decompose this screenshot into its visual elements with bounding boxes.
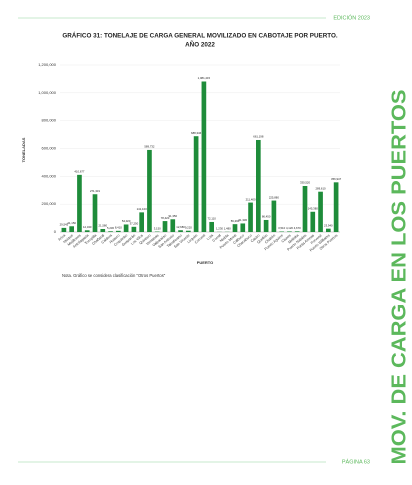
y-tick-label: 1,000,000	[38, 90, 57, 95]
bar	[264, 220, 269, 232]
bar	[240, 223, 245, 232]
bar	[295, 231, 300, 232]
value-label: 410,677	[74, 170, 85, 174]
bar	[178, 230, 183, 232]
value-label: 4,120	[286, 226, 293, 230]
value-label: 289,610	[315, 186, 326, 190]
bar	[69, 226, 74, 232]
bar	[85, 230, 90, 232]
value-label: 3,510	[278, 226, 285, 230]
value-label: 86,450	[262, 215, 271, 219]
y-tick-label: 1,200,000	[38, 62, 57, 67]
bar	[318, 192, 323, 232]
bar	[77, 175, 82, 232]
bar	[124, 224, 129, 232]
value-label: 37,250	[130, 222, 139, 226]
bar	[334, 182, 339, 232]
value-label: 61,330	[238, 218, 247, 222]
bar	[147, 150, 152, 232]
value-label: 1,230	[216, 227, 223, 231]
value-label: 356,947	[331, 177, 342, 181]
note: Nota. Gráfico se considera clasificación…	[62, 273, 166, 278]
bar	[310, 212, 315, 232]
value-label: 145,380	[308, 207, 319, 211]
chart-title: GRÁFICO 31: TONELAJE DE CARGA GENERAL MO…	[62, 31, 338, 40]
bar	[272, 201, 277, 232]
value-label: 589,732	[144, 145, 155, 149]
bar	[209, 222, 214, 232]
bar	[62, 228, 67, 232]
y-tick-label: 800,000	[42, 118, 57, 123]
y-tick-label: 200,000	[42, 201, 57, 206]
bar	[248, 203, 253, 232]
value-label: 4,670	[294, 226, 301, 230]
value-label: 23,940	[324, 223, 333, 227]
bar	[256, 140, 261, 232]
value-label: 661,198	[253, 135, 264, 139]
bar	[100, 229, 105, 232]
value-label: 225,880	[269, 195, 280, 199]
value-label: 271,331	[90, 189, 101, 193]
bar	[139, 212, 144, 232]
value-label: 211,400	[246, 197, 256, 201]
chart-subtitle: AÑO 2022	[185, 40, 215, 49]
bar	[326, 229, 331, 232]
bar	[132, 227, 137, 232]
value-label: 3,150	[154, 226, 161, 230]
value-label: 1,081,415	[198, 76, 211, 80]
value-label: 5,230	[107, 226, 114, 230]
value-label: 330,520	[300, 181, 311, 185]
value-label: 1,480	[224, 227, 231, 231]
bar	[116, 231, 121, 232]
bar	[233, 224, 238, 232]
bar	[287, 231, 292, 232]
bar	[163, 221, 168, 232]
y-tick-label: 600,000	[42, 146, 57, 151]
x-axis-label: PUERTO	[197, 260, 214, 265]
y-tick-label: 400,000	[42, 173, 57, 178]
bar	[108, 231, 113, 232]
y-axis-label: TONELADAS	[21, 137, 26, 162]
page-number: PÁGINA 63	[342, 458, 370, 465]
edition: EDICIÓN 2023	[333, 14, 370, 21]
bar	[93, 194, 98, 232]
value-label: 72,110	[207, 217, 216, 221]
value-label: 41,150	[67, 221, 76, 225]
bar	[170, 219, 175, 232]
bar	[194, 136, 199, 232]
bar	[186, 231, 191, 232]
value-label: 91,350	[168, 214, 177, 218]
value-label: 12,340	[83, 225, 92, 229]
section-title: MOV. DE CARGA EN LOS PUERTOS	[388, 90, 410, 465]
value-label: 688,346	[191, 131, 202, 135]
bar	[303, 186, 308, 232]
bar	[202, 82, 207, 232]
value-label: 9,220	[185, 225, 192, 229]
value-label: 8,410	[115, 226, 122, 230]
value-label: 141,103	[137, 207, 148, 211]
